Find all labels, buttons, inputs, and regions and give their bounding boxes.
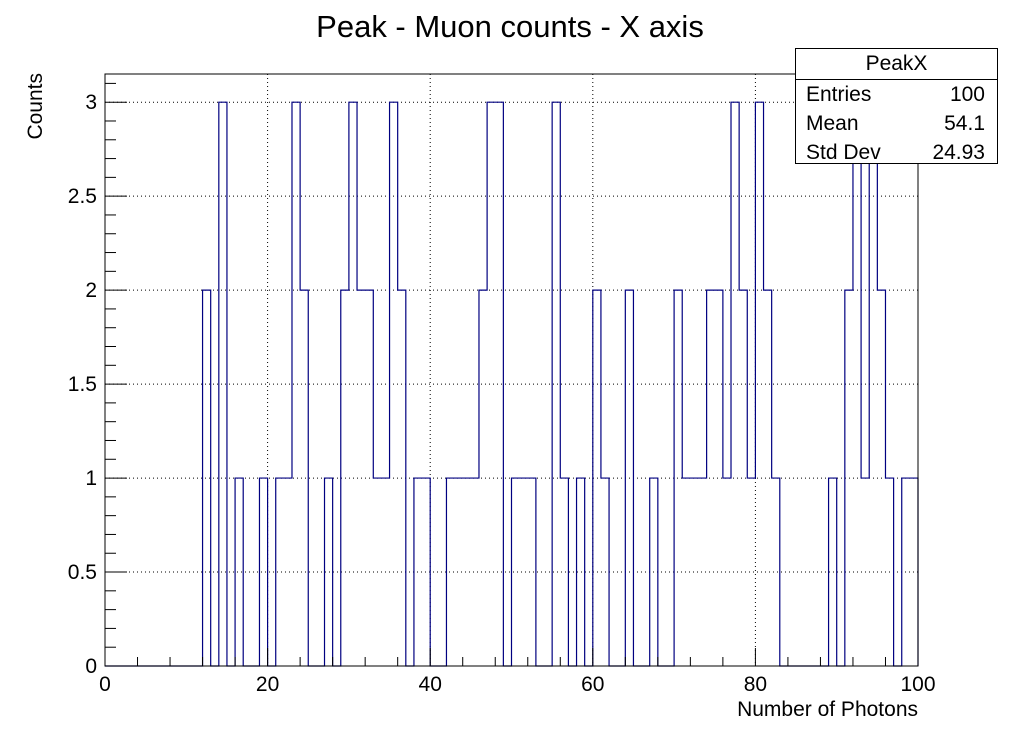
stats-label: Std Dev — [806, 141, 881, 164]
stats-box: PeakX Entries 100 Mean 54.1 Std Dev 24.9… — [795, 48, 998, 164]
histogram-bin — [764, 290, 772, 666]
histogram-bin — [690, 478, 698, 666]
x-tick-label: 60 — [581, 673, 604, 696]
histogram-bin — [357, 290, 365, 666]
histogram-bin — [422, 478, 430, 666]
histogram-bin — [471, 478, 479, 666]
chart-title: Peak - Muon counts - X axis — [316, 9, 704, 44]
stats-label: Mean — [806, 112, 859, 135]
histogram-bin — [747, 478, 755, 666]
histogram-bin — [528, 478, 536, 666]
histogram-bin — [885, 478, 893, 666]
histogram-bin — [902, 478, 910, 666]
histogram-bin — [341, 290, 349, 666]
stats-row-stddev: Std Dev 24.93 — [796, 138, 997, 167]
x-axis-label: Number of Photons — [737, 698, 918, 721]
histogram-bin — [910, 478, 918, 666]
histogram-bin — [446, 478, 454, 666]
histogram-bin — [259, 478, 267, 666]
histogram-bin — [625, 290, 633, 666]
histogram-bin — [560, 478, 568, 666]
histogram-series — [105, 101, 919, 667]
stats-row-entries: Entries 100 — [796, 80, 997, 109]
stats-label: Entries — [806, 83, 872, 106]
y-tick-label: 0.5 — [68, 561, 97, 584]
histogram-bin — [869, 102, 877, 666]
histogram-bin — [755, 102, 763, 666]
y-tick-label: 0 — [85, 655, 97, 678]
stats-row-mean: Mean 54.1 — [796, 109, 997, 138]
histogram-bin — [577, 478, 585, 666]
histogram-bin — [512, 478, 520, 666]
histogram-bin — [520, 478, 528, 666]
x-tick-label: 20 — [256, 673, 279, 696]
histogram-bin — [682, 478, 690, 666]
histogram-bin — [284, 478, 292, 666]
histogram-bin — [365, 290, 373, 666]
histogram-bin — [381, 478, 389, 666]
histogram-bin — [829, 478, 837, 666]
stats-title: PeakX — [796, 49, 997, 80]
y-tick-label: 1.5 — [68, 373, 97, 396]
histogram-bin — [772, 478, 780, 666]
histogram-bin — [487, 102, 495, 666]
stats-value: 100 — [949, 83, 985, 106]
histogram-bin — [698, 478, 706, 666]
plot-frame — [104, 73, 919, 667]
y-tick-label: 3 — [85, 91, 97, 114]
x-tick-label: 40 — [419, 673, 442, 696]
axes: 0 20 40 60 80 100 0 0.5 1 1.5 2 2.5 3 — [68, 82, 936, 696]
histogram-bin — [739, 290, 747, 666]
y-axis-label: Counts — [24, 73, 47, 140]
stats-value: 24.93 — [932, 141, 985, 164]
histogram-bin — [845, 290, 853, 666]
histogram-bin — [398, 290, 406, 666]
stats-value: 54.1 — [944, 112, 985, 135]
histogram-bin — [219, 102, 227, 666]
histogram-bin — [235, 478, 243, 666]
histogram-bin — [203, 290, 211, 666]
histogram-bin — [495, 102, 503, 666]
histogram-bin — [463, 478, 471, 666]
histogram-bin — [715, 290, 723, 666]
histogram-bin — [349, 102, 357, 666]
histogram-bin — [650, 478, 658, 666]
histogram-bin — [601, 478, 609, 666]
histogram-bin — [593, 290, 601, 666]
x-tick-label: 100 — [900, 673, 935, 696]
y-tick-label: 1 — [85, 467, 97, 490]
histogram-bin — [723, 478, 731, 666]
histogram-bin — [414, 478, 422, 666]
x-tick-label: 80 — [744, 673, 767, 696]
histogram-bin — [325, 478, 333, 666]
histogram-bin — [390, 102, 398, 666]
histogram-bin — [861, 478, 869, 666]
histogram-bin — [276, 478, 284, 666]
histogram-bin — [300, 290, 308, 666]
histogram-bin — [853, 102, 861, 666]
y-tick-label: 2.5 — [68, 185, 97, 208]
histogram-bin — [373, 478, 381, 666]
histogram-bin — [292, 102, 300, 666]
histogram-bin — [674, 290, 682, 666]
x-tick-label: 0 — [99, 673, 111, 696]
histogram-bin — [707, 290, 715, 666]
histogram-bin — [731, 102, 739, 666]
histogram-bin — [552, 102, 560, 666]
histogram-bin — [877, 290, 885, 666]
histogram-bin — [455, 478, 463, 666]
y-tick-label: 2 — [85, 279, 97, 302]
histogram-bin — [479, 290, 487, 666]
